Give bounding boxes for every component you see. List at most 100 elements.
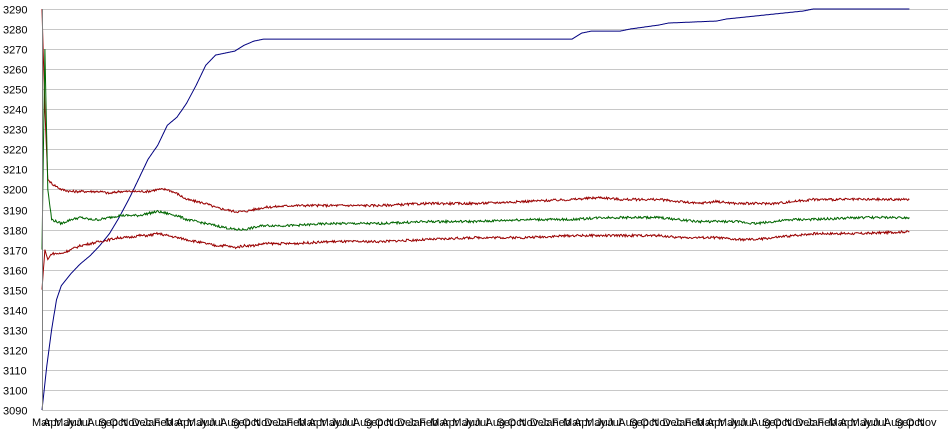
x-tick-label: Aug xyxy=(486,417,506,429)
y-tick-label: 3150 xyxy=(3,286,27,298)
y-tick-label: 3110 xyxy=(3,366,27,378)
x-tick-label: Nov xyxy=(120,417,140,429)
x-tick-label: Dec xyxy=(264,417,284,429)
x-tick-label: Dec xyxy=(397,417,417,429)
x-tick-label: Oct xyxy=(375,417,392,429)
x-tick-label: Nov xyxy=(917,417,937,429)
x-tick-label: Dec xyxy=(663,417,683,429)
x-tick-label: Apr xyxy=(574,417,591,429)
y-tick-label: 3210 xyxy=(3,165,27,177)
x-tick-label: Jan xyxy=(275,417,293,429)
x-tick-label: Jun xyxy=(463,417,481,429)
x-tick-label: Aug xyxy=(220,417,240,429)
x-tick-label: Aug xyxy=(353,417,373,429)
y-tick-label: 3290 xyxy=(3,5,27,17)
x-tick-label: Nov xyxy=(253,417,273,429)
x-tick-label: Jun xyxy=(65,417,83,429)
series-lines xyxy=(41,8,910,411)
y-tick-label: 3130 xyxy=(3,326,27,338)
x-tick-label: May xyxy=(585,417,606,429)
y-tick-label: 3240 xyxy=(3,105,27,117)
x-tick-label: Nov xyxy=(651,417,671,429)
x-tick-label: Jun xyxy=(596,417,614,429)
x-tick-label: Mar xyxy=(32,417,51,429)
x-tick-label: Jan xyxy=(806,417,824,429)
y-tick-label: 3190 xyxy=(3,206,27,218)
x-tick-label: Sep xyxy=(364,417,384,429)
series-line-4 xyxy=(41,229,910,290)
x-tick-label: May xyxy=(187,417,208,429)
x-tick-label: Nov xyxy=(784,417,804,429)
x-tick-label: Jun xyxy=(862,417,880,429)
y-tick-label: 3280 xyxy=(3,25,27,37)
x-tick-label: Mar xyxy=(563,417,582,429)
x-axis-ticks: MarAprMayJunJulAugSepOctNovDecJanFebMarA… xyxy=(32,417,937,429)
x-tick-label: Mar xyxy=(828,417,847,429)
x-tick-label: Jun xyxy=(729,417,747,429)
x-tick-label: Jul xyxy=(873,417,887,429)
x-tick-label: Jun xyxy=(331,417,349,429)
x-tick-label: Nov xyxy=(519,417,539,429)
x-tick-label: Jan xyxy=(674,417,692,429)
x-tick-label: Aug xyxy=(618,417,638,429)
x-tick-label: Feb xyxy=(817,417,836,429)
x-tick-label: Apr xyxy=(43,417,60,429)
x-tick-label: May xyxy=(452,417,473,429)
y-tick-label: 3220 xyxy=(3,145,27,157)
x-tick-label: Feb xyxy=(286,417,305,429)
y-axis-ticks: 3090 3100 3110 3120 3130 3140 3150 3160 3170 3180… xyxy=(3,5,27,418)
x-tick-label: Apr xyxy=(840,417,857,429)
x-tick-label: Sep xyxy=(98,417,118,429)
y-tick-label: 3140 xyxy=(3,306,27,318)
x-tick-label: May xyxy=(718,417,739,429)
x-tick-label: Mar xyxy=(165,417,184,429)
x-tick-label: Mar xyxy=(297,417,316,429)
y-tick-label: 3170 xyxy=(3,246,27,258)
x-tick-label: Sep xyxy=(629,417,649,429)
x-tick-label: Jul xyxy=(76,417,90,429)
x-tick-label: Apr xyxy=(176,417,193,429)
x-tick-label: May xyxy=(320,417,341,429)
x-tick-label: Feb xyxy=(685,417,704,429)
x-tick-label: Jul xyxy=(342,417,356,429)
x-tick-label: Feb xyxy=(419,417,438,429)
x-tick-label: Dec xyxy=(530,417,550,429)
x-tick-label: Jun xyxy=(198,417,216,429)
series-line-3 xyxy=(41,49,910,250)
x-tick-label: Apr xyxy=(707,417,724,429)
x-tick-label: Feb xyxy=(552,417,571,429)
y-tick-label: 3250 xyxy=(3,85,27,97)
y-tick-label: 3270 xyxy=(3,45,27,57)
y-tick-label: 3260 xyxy=(3,65,27,77)
x-tick-label: Apr xyxy=(441,417,458,429)
x-tick-label: Apr xyxy=(309,417,326,429)
x-tick-label: May xyxy=(851,417,872,429)
x-tick-label: Oct xyxy=(508,417,525,429)
x-tick-label: Oct xyxy=(242,417,259,429)
x-tick-label: Jan xyxy=(541,417,559,429)
x-tick-label: Oct xyxy=(906,417,923,429)
x-tick-label: Feb xyxy=(154,417,173,429)
x-tick-label: Jul xyxy=(209,417,223,429)
x-tick-label: Jul xyxy=(740,417,754,429)
x-tick-label: Aug xyxy=(884,417,904,429)
y-tick-label: 3100 xyxy=(3,386,27,398)
x-tick-label: Jan xyxy=(143,417,161,429)
x-tick-label: Sep xyxy=(762,417,782,429)
y-tick-label: 3200 xyxy=(3,185,27,197)
y-tick-label: 3120 xyxy=(3,346,27,358)
x-tick-label: Jul xyxy=(474,417,488,429)
x-tick-label: Dec xyxy=(132,417,152,429)
x-tick-label: Sep xyxy=(231,417,251,429)
x-tick-label: Sep xyxy=(895,417,915,429)
y-tick-label: 3160 xyxy=(3,266,27,278)
x-tick-label: Aug xyxy=(751,417,771,429)
x-tick-label: Oct xyxy=(773,417,790,429)
x-tick-label: Dec xyxy=(795,417,815,429)
series-line-2 xyxy=(41,8,910,214)
y-tick-label: 3090 xyxy=(3,406,27,418)
series-line-1 xyxy=(41,8,910,411)
grid xyxy=(42,9,948,411)
